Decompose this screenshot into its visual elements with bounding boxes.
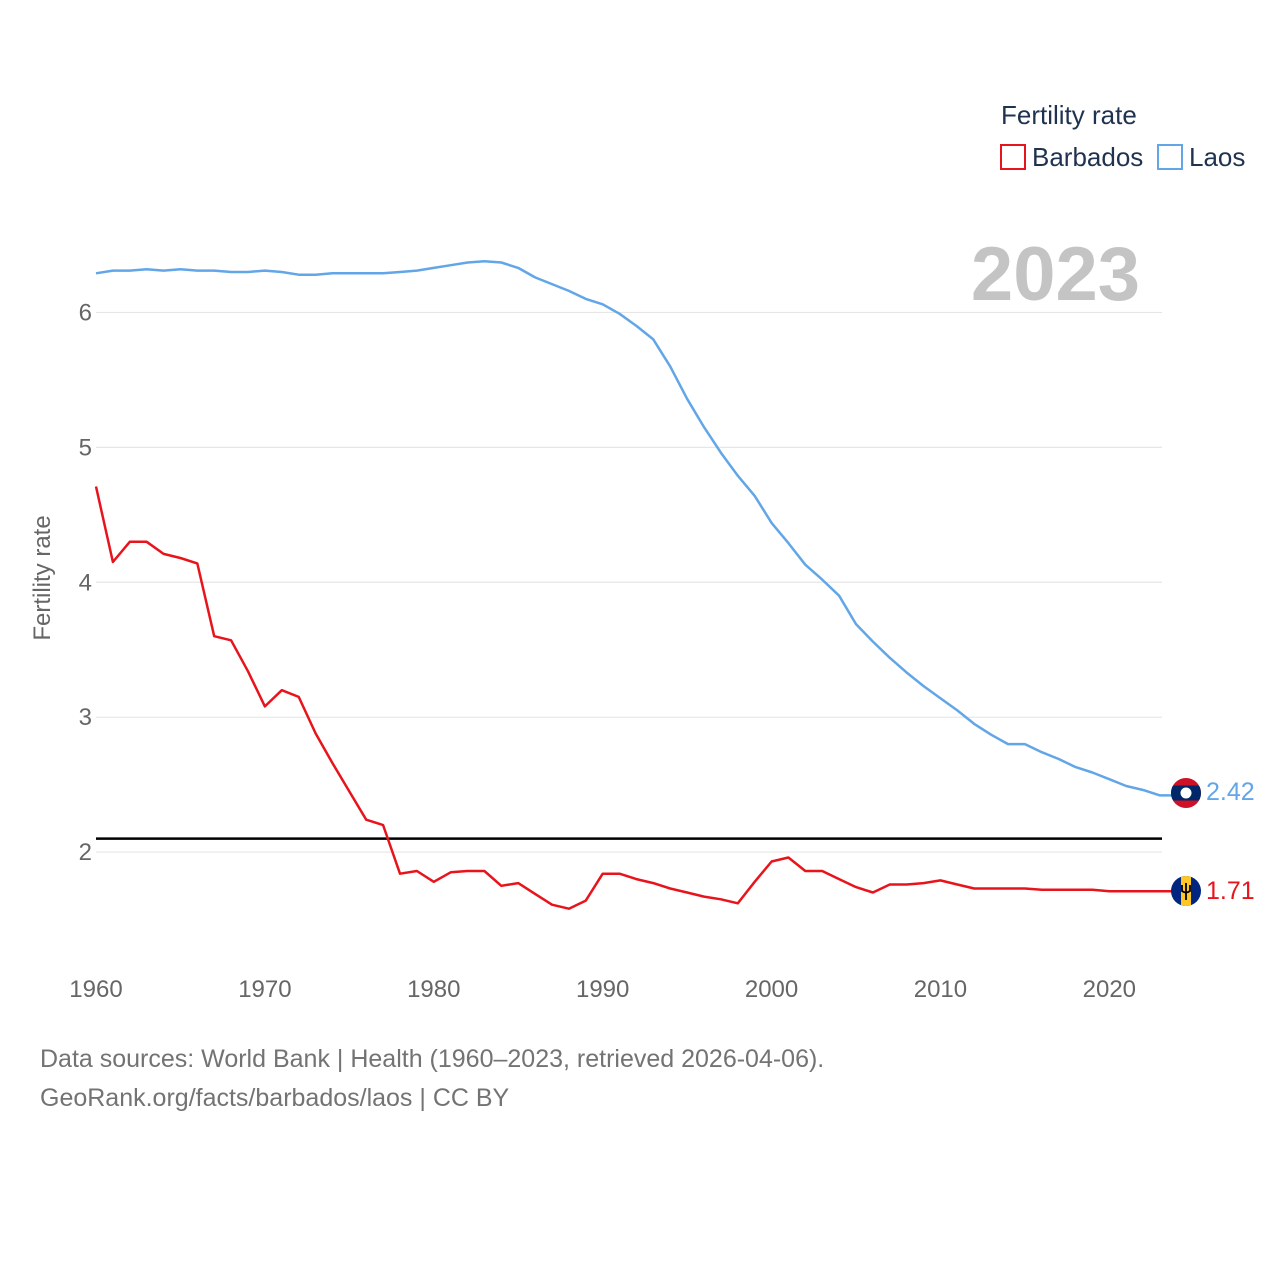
x-tick-label: 1960	[69, 976, 122, 1003]
y-tick-label: 5	[79, 434, 92, 461]
legend-label-barbados[interactable]: Barbados	[1032, 142, 1143, 172]
y-tick-label: 3	[79, 704, 92, 731]
x-tick-label: 1990	[576, 976, 629, 1003]
x-tick-label: 2000	[745, 976, 798, 1003]
end-value-barbados: 1.71	[1206, 877, 1255, 905]
y-tick-label: 6	[79, 299, 92, 326]
y-tick-label: 2	[79, 839, 92, 866]
x-tick-label: 2010	[914, 976, 967, 1003]
legend-swatch-laos[interactable]	[1157, 144, 1183, 170]
footer-sources: Data sources: World Bank | Health (1960–…	[40, 1045, 825, 1073]
end-value-laos: 2.42	[1206, 778, 1255, 806]
x-tick-label: 1970	[238, 976, 291, 1003]
x-tick-label: 2020	[1083, 976, 1136, 1003]
legend-swatch-barbados[interactable]	[1000, 144, 1026, 170]
current-year-label: 2023	[971, 232, 1140, 317]
series-line-barbados[interactable]	[94, 486, 1172, 910]
y-tick-label: 4	[79, 569, 92, 596]
footer-attribution[interactable]: GeoRank.org/facts/barbados/laos | CC BY	[40, 1084, 510, 1112]
x-axis-ticks: 1960 1970 1980 1990 2000 2010 2020	[69, 976, 1136, 1003]
y-axis-ticks: 2 3 4 5 6	[79, 299, 92, 866]
grid-lines	[96, 311, 1162, 853]
series-lines	[94, 259, 1172, 910]
x-tick-label: 1980	[407, 976, 460, 1003]
legend-title: Fertility rate	[1001, 100, 1137, 130]
fertility-rate-chart: 2 3 4 5 6 1960 1970 1980 1990 2000 2010 2020 Ferti…	[29, 100, 1255, 1003]
barbados-flag-icon	[1171, 876, 1201, 906]
y-axis-label: Fertility rate	[29, 515, 56, 640]
series-line-laos[interactable]	[95, 259, 1172, 797]
legend-label-laos[interactable]: Laos	[1189, 142, 1245, 172]
laos-flag-icon	[1171, 778, 1201, 808]
legend: Fertility rate Barbados Laos	[1000, 100, 1245, 172]
